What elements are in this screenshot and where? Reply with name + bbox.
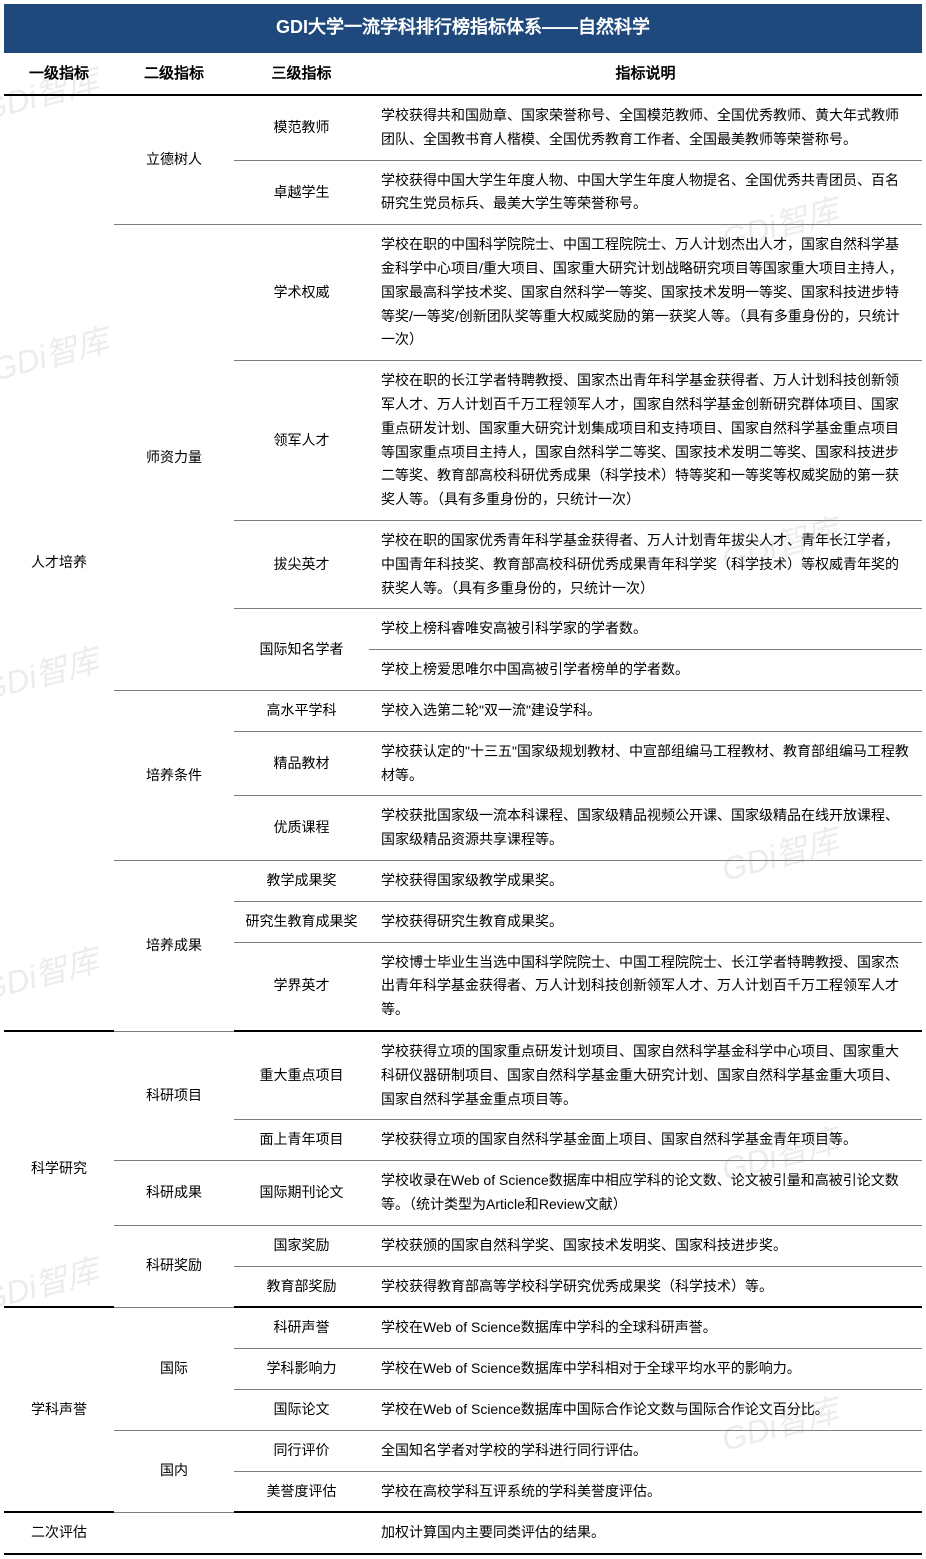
description-cell: 学校获批国家级一流本科课程、国家级精品视频公开课、国家级精品在线开放课程、国家级… (369, 796, 922, 861)
level2-cell: 培养条件 (114, 691, 234, 861)
table-row: 人才培养立德树人模范教师学校获得共和国勋章、国家荣誉称号、全国模范教师、全国优秀… (4, 95, 922, 160)
level1-cell: 人才培养 (4, 95, 114, 1031)
level3-cell: 科研声誉 (234, 1307, 369, 1348)
level2-cell (114, 1512, 234, 1554)
table-row: 二次评估 加权计算国内主要同类评估的结果。 (4, 1512, 922, 1554)
description-cell: 学校在职的国家优秀青年科学基金获得者、万人计划青年拔尖人才、青年长江学者，中国青… (369, 521, 922, 609)
level2-cell: 师资力量 (114, 225, 234, 691)
table-container: GDI大学一流学科排行榜指标体系——自然科学 一级指标 二级指标 三级指标 指标… (0, 0, 926, 1559)
description-cell: 全国知名学者对学校的学科进行同行评估。 (369, 1430, 922, 1471)
description-cell: 学校获得国家级教学成果奖。 (369, 861, 922, 902)
description-cell: 学校入选第二轮"双一流"建设学科。 (369, 691, 922, 732)
level3-cell: 学科影响力 (234, 1349, 369, 1390)
table-row: 培养条件高水平学科学校入选第二轮"双一流"建设学科。 (4, 691, 922, 732)
description-cell: 学校获认定的"十三五"国家级规划教材、中宣部组编马工程教材、教育部组编马工程教材… (369, 731, 922, 796)
level3-cell: 学界英才 (234, 942, 369, 1031)
description-cell: 学校获得教育部高等学校科学研究优秀成果奖（科学技术）等。 (369, 1266, 922, 1307)
indicator-table: GDI大学一流学科排行榜指标体系——自然科学 一级指标 二级指标 三级指标 指标… (4, 4, 922, 1555)
level3-cell: 模范教师 (234, 95, 369, 160)
level2-cell: 科研项目 (114, 1031, 234, 1161)
level3-cell: 拔尖英才 (234, 521, 369, 609)
header-col3: 三级指标 (234, 52, 369, 96)
level3-cell: 研究生教育成果奖 (234, 901, 369, 942)
table-row: 科研成果国际期刊论文学校收录在Web of Science数据库中相应学科的论文… (4, 1161, 922, 1226)
table-row: 师资力量学术权威学校在职的中国科学院院士、中国工程院院士、万人计划杰出人才，国家… (4, 225, 922, 361)
description-cell: 学校获得立项的国家重点研发计划项目、国家自然科学基金科学中心项目、国家重大科研仪… (369, 1031, 922, 1120)
level3-cell: 学术权威 (234, 225, 369, 361)
description-cell: 学校在Web of Science数据库中学科相对于全球平均水平的影响力。 (369, 1349, 922, 1390)
description-cell: 学校上榜爱思唯尔中国高被引学者榜单的学者数。 (369, 650, 922, 691)
table-row: 国内同行评价全国知名学者对学校的学科进行同行评估。 (4, 1430, 922, 1471)
header-col2: 二级指标 (114, 52, 234, 96)
level2-cell: 国内 (114, 1430, 234, 1512)
level3-cell: 卓越学生 (234, 160, 369, 225)
description-cell: 学校获得中国大学生年度人物、中国大学生年度人物提名、全国优秀共青团员、百名研究生… (369, 160, 922, 225)
description-cell: 学校获得共和国勋章、国家荣誉称号、全国模范教师、全国优秀教师、黄大年式教师团队、… (369, 95, 922, 160)
level3-cell: 国家奖励 (234, 1225, 369, 1266)
description-cell: 学校上榜科睿唯安高被引科学家的学者数。 (369, 609, 922, 650)
description-cell: 学校获得研究生教育成果奖。 (369, 901, 922, 942)
level1-cell: 科学研究 (4, 1031, 114, 1307)
level1-cell: 学科声誉 (4, 1307, 114, 1512)
level3-cell: 美誉度评估 (234, 1471, 369, 1512)
description-cell: 学校在高校学科互评系统的学科美誉度评估。 (369, 1471, 922, 1512)
level3-cell: 教学成果奖 (234, 861, 369, 902)
level3-cell: 高水平学科 (234, 691, 369, 732)
level3-cell: 教育部奖励 (234, 1266, 369, 1307)
header-row: 一级指标 二级指标 三级指标 指标说明 (4, 52, 922, 96)
level2-cell: 国际 (114, 1307, 234, 1430)
description-cell: 学校在Web of Science数据库中学科的全球科研声誉。 (369, 1307, 922, 1348)
table-row: 科研奖励国家奖励学校获颁的国家自然科学奖、国家技术发明奖、国家科技进步奖。 (4, 1225, 922, 1266)
table-body: 人才培养立德树人模范教师学校获得共和国勋章、国家荣誉称号、全国模范教师、全国优秀… (4, 95, 922, 1554)
description-cell: 学校收录在Web of Science数据库中相应学科的论文数、论文被引量和高被… (369, 1161, 922, 1226)
level3-cell: 国际知名学者 (234, 609, 369, 691)
level3-cell: 精品教材 (234, 731, 369, 796)
description-cell: 学校在职的中国科学院院士、中国工程院院士、万人计划杰出人才，国家自然科学基金科学… (369, 225, 922, 361)
table-row: 培养成果教学成果奖学校获得国家级教学成果奖。 (4, 861, 922, 902)
header-col1: 一级指标 (4, 52, 114, 96)
level3-cell: 国际期刊论文 (234, 1161, 369, 1226)
description-cell: 学校获颁的国家自然科学奖、国家技术发明奖、国家科技进步奖。 (369, 1225, 922, 1266)
description-cell: 学校博士毕业生当选中国科学院院士、中国工程院院士、长江学者特聘教授、国家杰出青年… (369, 942, 922, 1031)
level2-cell: 科研成果 (114, 1161, 234, 1226)
table-title: GDI大学一流学科排行榜指标体系——自然科学 (4, 4, 922, 52)
level3-cell: 同行评价 (234, 1430, 369, 1471)
level3-cell: 国际论文 (234, 1389, 369, 1430)
level2-cell: 科研奖励 (114, 1225, 234, 1307)
level2-cell: 培养成果 (114, 861, 234, 1031)
description-cell: 加权计算国内主要同类评估的结果。 (369, 1512, 922, 1554)
table-row: 学科声誉国际科研声誉学校在Web of Science数据库中学科的全球科研声誉… (4, 1307, 922, 1348)
title-row: GDI大学一流学科排行榜指标体系——自然科学 (4, 4, 922, 52)
description-cell: 学校在职的长江学者特聘教授、国家杰出青年科学基金获得者、万人计划科技创新领军人才… (369, 361, 922, 521)
description-cell: 学校获得立项的国家自然科学基金面上项目、国家自然科学基金青年项目等。 (369, 1120, 922, 1161)
description-cell: 学校在Web of Science数据库中国际合作论文数与国际合作论文百分比。 (369, 1389, 922, 1430)
level3-cell (234, 1512, 369, 1554)
level3-cell: 优质课程 (234, 796, 369, 861)
header-col4: 指标说明 (369, 52, 922, 96)
level1-cell: 二次评估 (4, 1512, 114, 1554)
level3-cell: 面上青年项目 (234, 1120, 369, 1161)
level3-cell: 重大重点项目 (234, 1031, 369, 1120)
level2-cell: 立德树人 (114, 95, 234, 225)
level3-cell: 领军人才 (234, 361, 369, 521)
table-row: 科学研究科研项目重大重点项目学校获得立项的国家重点研发计划项目、国家自然科学基金… (4, 1031, 922, 1120)
